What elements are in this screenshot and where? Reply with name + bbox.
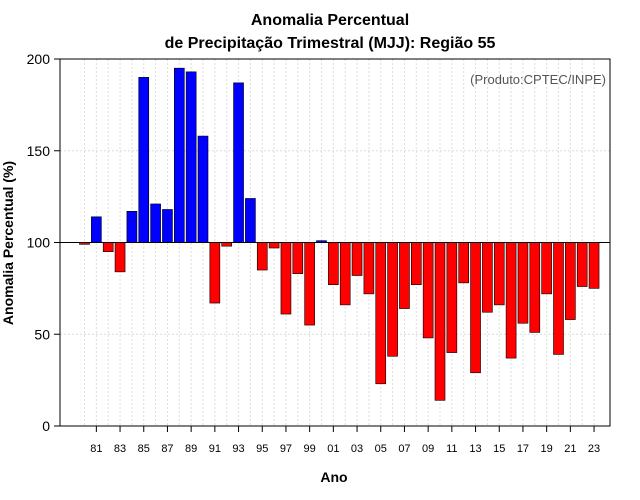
x-tick-label: 91 — [209, 443, 221, 455]
bar-1993 — [233, 82, 244, 243]
bar-2019 — [541, 242, 552, 295]
bar-1999 — [304, 242, 315, 326]
x-tick-label: 89 — [185, 443, 197, 455]
y-tick-label: 0 — [42, 418, 50, 434]
bar-2004 — [363, 242, 375, 295]
x-tick-label: 83 — [114, 443, 126, 455]
x-tick-label: 03 — [351, 443, 363, 455]
y-tick-label: 200 — [27, 51, 51, 67]
bar-2023 — [588, 242, 600, 289]
grid-lines — [60, 58, 610, 427]
x-tick-label: 05 — [375, 443, 387, 455]
x-tick-label: 13 — [469, 443, 481, 455]
x-axis-label: Ano — [320, 469, 347, 485]
x-tick-label: 19 — [541, 443, 553, 455]
bar-1983 — [114, 242, 126, 273]
x-tick-label: 81 — [90, 443, 102, 455]
bar-1998 — [292, 242, 304, 274]
bar-2020 — [553, 242, 564, 355]
bar-1985 — [138, 77, 150, 243]
bar-1994 — [245, 198, 256, 243]
bar-1989 — [185, 71, 197, 243]
chart-title-line1: Anomalia Percentual — [251, 12, 409, 29]
x-tick-label: 85 — [138, 443, 150, 455]
bar-2005 — [375, 242, 387, 385]
x-tick-label: 97 — [280, 443, 292, 455]
bar-2002 — [339, 242, 351, 306]
bar-2021 — [565, 242, 576, 320]
bar-2009 — [422, 242, 434, 339]
y-tick-label: 150 — [27, 143, 51, 159]
bar-1988 — [174, 67, 185, 243]
x-tick-label: 01 — [327, 443, 339, 455]
bar-2013 — [470, 242, 481, 374]
source-note: (Produto:CPTEC/INPE) — [470, 72, 606, 87]
bar-2016 — [505, 242, 517, 359]
x-tick-label: 87 — [161, 443, 173, 455]
x-tick-label: 09 — [422, 443, 434, 455]
bar-2014 — [482, 242, 493, 313]
bar-2001 — [328, 242, 339, 286]
bar-2006 — [387, 242, 398, 357]
bar-2022 — [576, 242, 588, 287]
bar-1982 — [102, 242, 114, 252]
bar-1981 — [91, 216, 102, 243]
y-tick-label: 100 — [27, 235, 51, 251]
y-axis-label: Anomalia Percentual (%) — [0, 161, 16, 325]
x-tick-label: 07 — [398, 443, 410, 455]
bar-2010 — [434, 242, 446, 401]
y-axis-ticks: 0 50 100 150 200 — [27, 51, 60, 434]
bar-1990 — [197, 135, 209, 243]
bars-group — [79, 67, 600, 401]
x-axis-ticks: 81 83 85 87 89 91 93 95 97 99 01 03 05 07 09 11 13 15 17 19… — [90, 426, 600, 455]
y-tick-label: 50 — [34, 326, 50, 342]
bar-1987 — [162, 209, 173, 243]
chart-title-line2: de Precipitação Trimestral (MJJ): Região… — [165, 35, 496, 52]
bar-2012 — [458, 242, 470, 284]
bar-1997 — [280, 242, 292, 315]
x-tick-label: 95 — [256, 443, 268, 455]
x-tick-label: 17 — [517, 443, 529, 455]
bar-1986 — [150, 203, 161, 243]
bar-2017 — [517, 242, 529, 324]
x-tick-label: 11 — [446, 443, 457, 455]
x-tick-label: 21 — [564, 443, 576, 455]
x-tick-label: 93 — [232, 443, 244, 455]
bar-2003 — [351, 242, 363, 276]
bar-2007 — [399, 242, 410, 309]
bar-1996 — [268, 242, 280, 249]
bar-2008 — [410, 242, 422, 286]
bar-1995 — [256, 242, 268, 271]
bar-1984 — [126, 211, 138, 243]
x-tick-label: 15 — [493, 443, 505, 455]
x-tick-label: 23 — [588, 443, 600, 455]
bar-2018 — [529, 242, 541, 333]
bar-1992 — [221, 242, 232, 247]
x-tick-label: 99 — [304, 443, 316, 455]
bar-1991 — [209, 242, 221, 304]
bar-2015 — [493, 242, 505, 306]
bar-2011 — [446, 242, 458, 353]
